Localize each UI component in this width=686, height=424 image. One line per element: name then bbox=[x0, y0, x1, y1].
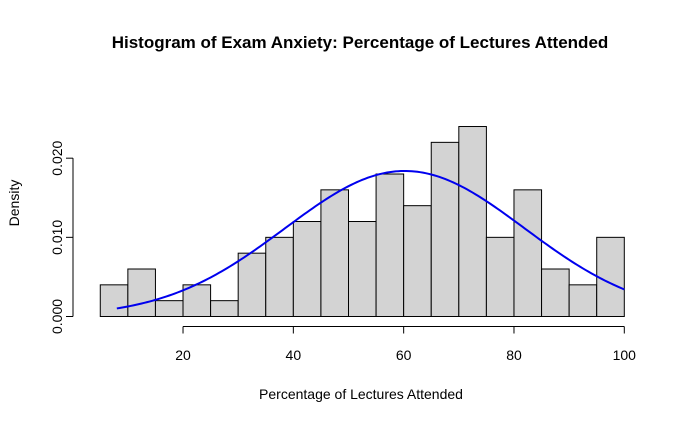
histogram-bar-75-80 bbox=[485, 236, 515, 317]
histogram-bar-30-35 bbox=[237, 252, 267, 317]
histogram-bar-60-65 bbox=[403, 205, 432, 317]
histogram-bars bbox=[99, 126, 625, 317]
x-axis: 20 40 60 80 100 bbox=[175, 326, 637, 363]
histogram-bar-95-100 bbox=[596, 236, 625, 317]
x-tick-label-60: 60 bbox=[396, 347, 412, 363]
histogram-bar-70-75 bbox=[458, 126, 487, 317]
y-tick-label-2: 0.020 bbox=[49, 140, 65, 175]
histogram-bar-90-95 bbox=[568, 284, 598, 317]
histogram-bar-20-25 bbox=[182, 284, 212, 317]
y-tick-label-1: 0.010 bbox=[49, 220, 65, 255]
histogram-bar-85-90 bbox=[541, 268, 570, 317]
histogram-bar-10-15 bbox=[127, 268, 156, 317]
histogram-bar-40-45 bbox=[292, 221, 322, 317]
normal-density-curve bbox=[116, 169, 625, 310]
histogram-bar-25-30 bbox=[210, 300, 239, 317]
x-tick-label-80: 80 bbox=[506, 347, 522, 363]
x-axis-label: Percentage of Lectures Attended bbox=[259, 386, 463, 402]
histogram-bar-15-20 bbox=[154, 300, 184, 317]
histogram-bar-80-85 bbox=[513, 189, 543, 317]
y-axis: 0.000 0.010 0.020 bbox=[49, 140, 74, 334]
x-tick-label-20: 20 bbox=[175, 347, 191, 363]
chart-title: Histogram of Exam Anxiety: Percentage of… bbox=[112, 33, 609, 52]
x-tick-label-100: 100 bbox=[613, 347, 637, 363]
histogram-bar-55-60 bbox=[375, 173, 405, 317]
histogram-bar-65-70 bbox=[430, 141, 460, 317]
y-tick-label-0: 0.000 bbox=[49, 299, 65, 334]
x-tick-label-40: 40 bbox=[286, 347, 302, 363]
histogram-bar-45-50 bbox=[320, 189, 350, 317]
histogram-bar-50-55 bbox=[348, 221, 377, 317]
histogram-bar-5-10 bbox=[99, 284, 129, 317]
histogram-bar-35-40 bbox=[265, 236, 294, 317]
y-axis-label: Density bbox=[6, 180, 22, 227]
